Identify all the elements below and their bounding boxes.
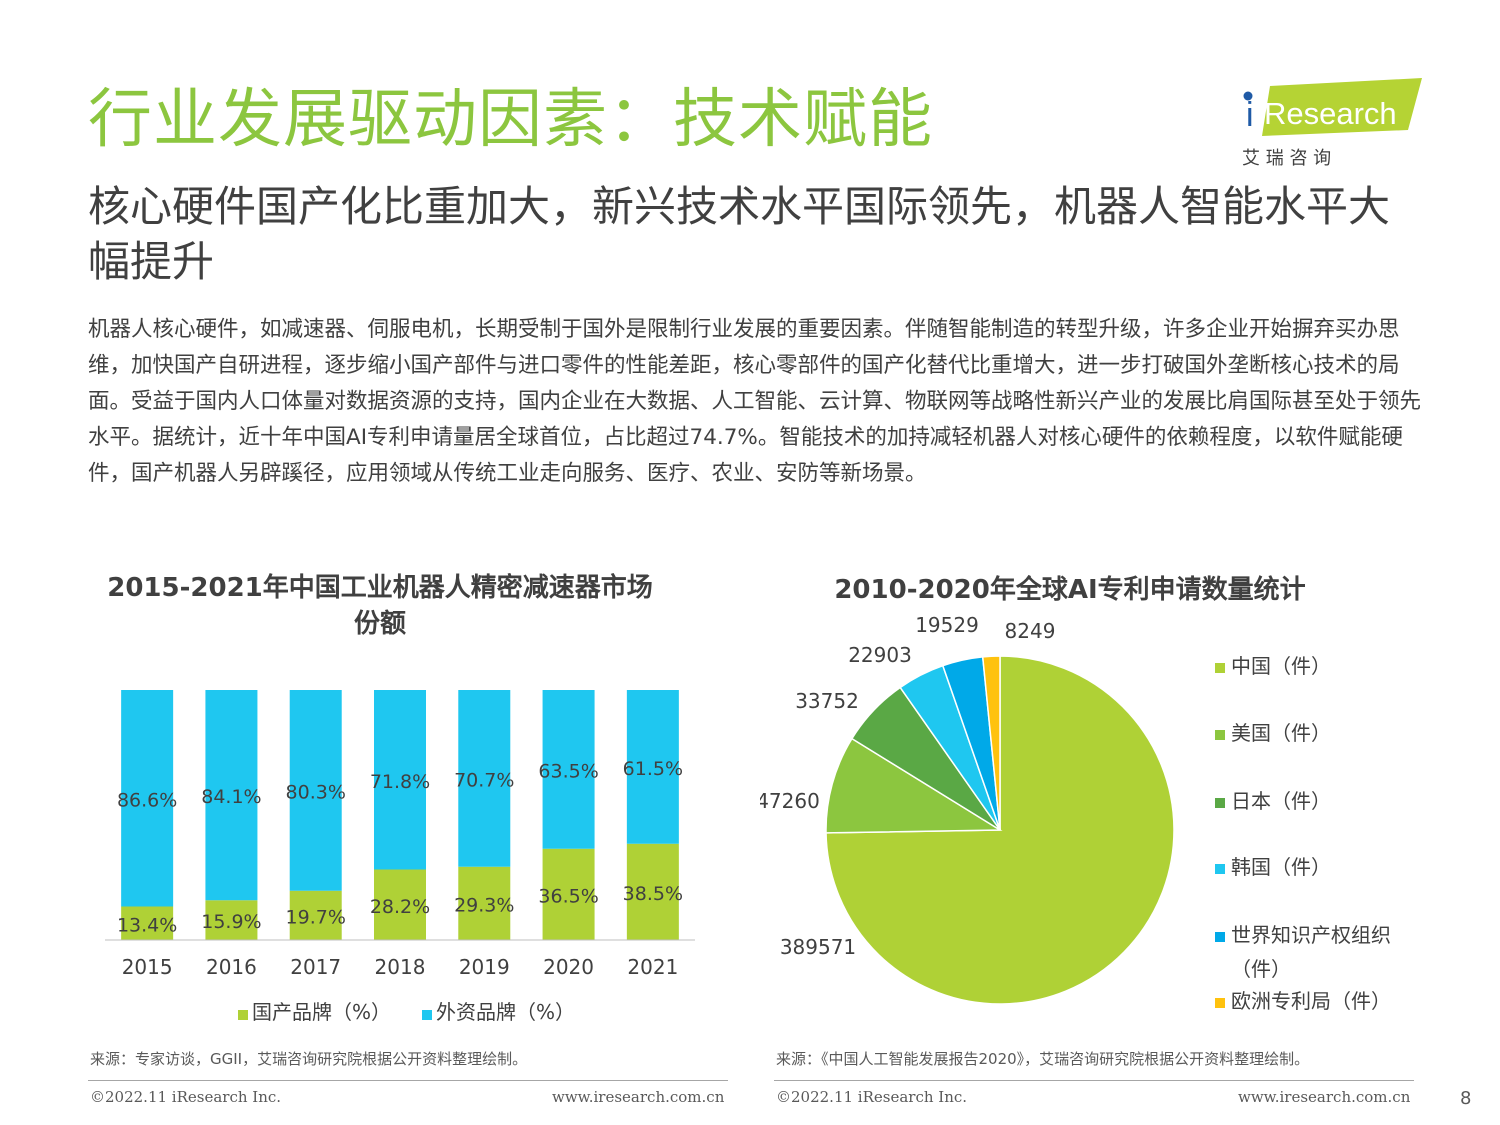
legend-swatch	[1215, 863, 1225, 874]
legend-swatch-foreign	[422, 1010, 432, 1020]
pie-slice-1	[825, 737, 1003, 834]
legend-domestic: 国产品牌（%）	[252, 1000, 391, 1024]
bar-domestic-2017	[289, 890, 342, 940]
legend-swatch	[1215, 662, 1225, 673]
pie-label-4: 19529	[915, 613, 979, 637]
pie-chart-title: 2010-2020年全球AI专利申请数量统计	[834, 575, 1306, 605]
legend-swatch	[1215, 997, 1225, 1008]
pie-legend-japan: 日本（件）	[1215, 785, 1331, 814]
bar-domestic-2020	[542, 848, 595, 940]
label-foreign-2020: 63.5%	[538, 760, 598, 782]
bar-domestic-2015	[121, 906, 174, 940]
label-foreign-2016: 84.1%	[201, 786, 261, 808]
footer-copyright-left: ©2022.11 iResearch Inc.	[90, 1088, 282, 1106]
pie-legend-usa: 美国（件）	[1215, 717, 1331, 746]
x-tick-2021: 2021	[627, 955, 678, 979]
bar-domestic-2019	[458, 866, 511, 940]
label-foreign-2018: 71.8%	[370, 771, 430, 793]
x-tick-2019: 2019	[459, 955, 510, 979]
logo-dot	[1243, 91, 1253, 101]
bar-foreign-2017	[289, 690, 342, 891]
x-tick-2020: 2020	[543, 955, 594, 979]
bar-foreign-2020	[542, 690, 595, 849]
bar-foreign-2021	[626, 690, 679, 844]
body-paragraph: 机器人核心硬件，如减速器、伺服电机，长期受制于国外是限制行业发展的重要因素。伴随…	[88, 317, 1422, 486]
x-tick-2017: 2017	[290, 955, 341, 979]
bar-domestic-2021	[626, 843, 679, 940]
legend-swatch	[1215, 931, 1225, 942]
pie-label-5: 8249	[1005, 619, 1056, 643]
page-title: 行业发展驱动因素：技术赋能	[88, 83, 933, 157]
footer-url-left[interactable]: www.iresearch.com.cn	[552, 1088, 725, 1106]
footer-rule-right	[774, 1080, 1414, 1081]
legend-swatch-domestic	[238, 1010, 248, 1020]
bar-domestic-2016	[205, 900, 258, 940]
bar-foreign-2019	[458, 690, 511, 867]
bar-foreign-2016	[205, 690, 258, 901]
pie-legend-china: 中国（件）	[1215, 650, 1331, 679]
label-domestic-2016: 15.9%	[201, 911, 261, 933]
bar-chart-title: 2015-2021年中国工业机器人精密减速器市场份额	[107, 573, 653, 639]
x-tick-2018: 2018	[375, 955, 426, 979]
label-domestic-2020: 36.5%	[538, 885, 598, 907]
logo-banner-shape	[1262, 78, 1422, 136]
logo-subtext: 艾 瑞 咨 询	[1242, 148, 1331, 169]
page-subtitle: 核心硬件国产化比重加大，新兴技术水平国际领先，机器人智能水平大幅提升	[88, 182, 1391, 286]
label-foreign-2015: 86.6%	[117, 789, 177, 811]
footer-copyright-right: ©2022.11 iResearch Inc.	[776, 1088, 968, 1106]
footer-url-right[interactable]: www.iresearch.com.cn	[1238, 1088, 1411, 1106]
page-number: 8	[1460, 1088, 1472, 1109]
legend-foreign: 外资品牌（%）	[436, 1000, 575, 1024]
x-tick-2015: 2015	[122, 955, 173, 979]
bar-chart-source: 来源：专家访谈，GGII，艾瑞咨询研究院根据公开资料整理绘制。	[90, 1050, 528, 1068]
x-tick-2016: 2016	[206, 955, 257, 979]
footer-rule-left	[88, 1080, 728, 1081]
pie-legend-wipo: 世界知识产权组织 （件）	[1215, 918, 1391, 986]
pie-legend-korea: 韩国（件）	[1215, 851, 1331, 880]
bar-foreign-2018	[374, 690, 426, 870]
pie-chart-source: 来源：《中国人工智能发展报告2020》，艾瑞咨询研究院根据公开资料整理绘制。	[776, 1050, 1310, 1068]
label-foreign-2019: 70.7%	[454, 769, 514, 791]
label-foreign-2017: 80.3%	[286, 781, 346, 803]
pie-slice-5	[981, 655, 1001, 831]
bar-chart: 13.4% 86.6% 2015 15.9% 84.1% 2016 19.7% 80.3% 20…	[105, 690, 695, 1024]
iresearch-logo: i Research 艾 瑞 咨 询	[1240, 78, 1425, 170]
legend-swatch	[1215, 797, 1225, 808]
label-domestic-2019: 29.3%	[454, 894, 514, 916]
pie-legend-epo: 欧洲专利局（件）	[1215, 985, 1391, 1014]
label-domestic-2017: 19.7%	[286, 906, 346, 928]
legend-swatch	[1215, 729, 1225, 740]
pie-label-2: 33752	[795, 689, 859, 713]
label-domestic-2021: 38.5%	[623, 883, 683, 905]
logo-i: i	[1246, 96, 1254, 134]
bar-foreign-2015	[121, 690, 174, 907]
pie-label-3: 22903	[848, 643, 912, 667]
label-domestic-2015: 13.4%	[117, 914, 177, 936]
label-domestic-2018: 28.2%	[370, 896, 430, 918]
pie-label-1: 47260	[760, 789, 820, 813]
label-foreign-2021: 61.5%	[623, 758, 683, 780]
bar-domestic-2018	[374, 869, 426, 940]
pie-label-0: 389571	[780, 935, 856, 959]
logo-wordmark: Research	[1264, 96, 1397, 131]
